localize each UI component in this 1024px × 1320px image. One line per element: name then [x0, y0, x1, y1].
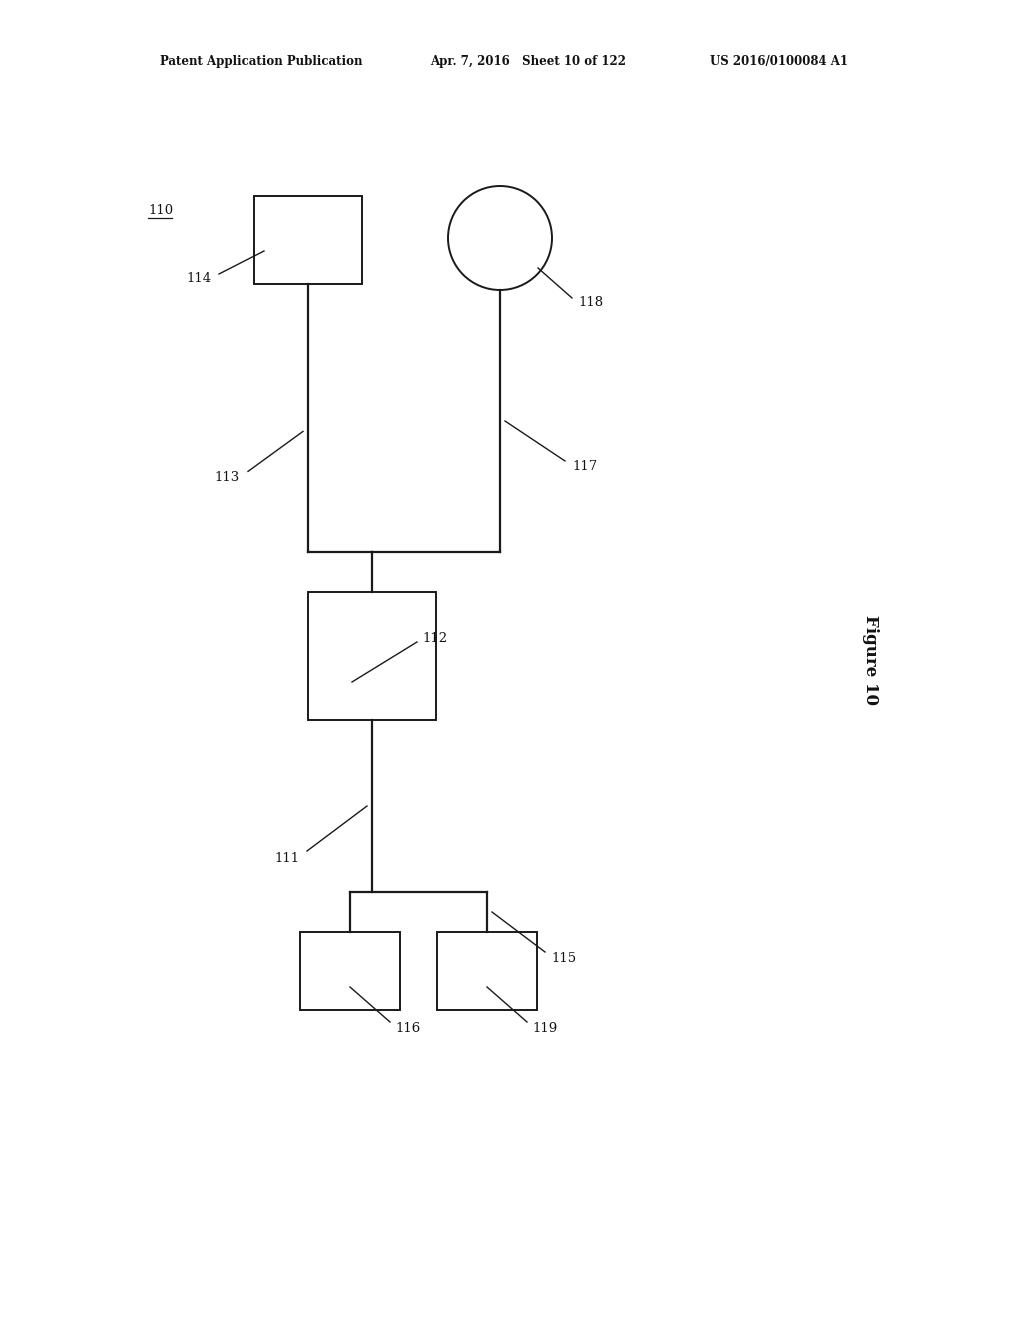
Text: US 2016/0100084 A1: US 2016/0100084 A1 [710, 55, 848, 69]
Text: 117: 117 [572, 461, 597, 474]
Circle shape [449, 186, 552, 290]
Text: 111: 111 [274, 851, 300, 865]
Bar [308, 591, 436, 719]
Text: 119: 119 [532, 1022, 557, 1035]
Text: 118: 118 [578, 297, 603, 309]
Bar [254, 195, 362, 284]
Bar [300, 932, 400, 1010]
Bar [437, 932, 537, 1010]
Text: Patent Application Publication: Patent Application Publication [160, 55, 362, 69]
Text: 114: 114 [186, 272, 212, 285]
Text: Apr. 7, 2016   Sheet 10 of 122: Apr. 7, 2016 Sheet 10 of 122 [430, 55, 626, 69]
Text: 113: 113 [215, 471, 240, 484]
Text: Figure 10: Figure 10 [861, 615, 879, 705]
Text: 116: 116 [395, 1022, 420, 1035]
Text: 115: 115 [551, 952, 577, 965]
Text: 112: 112 [422, 631, 447, 644]
Text: 110: 110 [148, 203, 173, 216]
